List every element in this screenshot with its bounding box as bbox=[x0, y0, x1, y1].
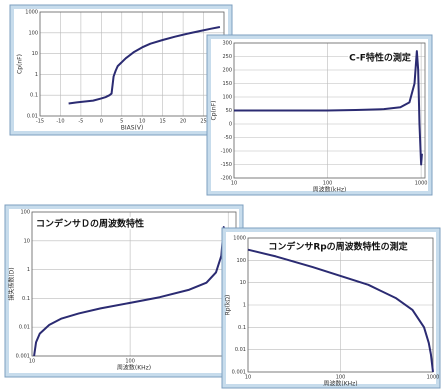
x-tick-label: 10 bbox=[29, 359, 35, 365]
chart-title: C-F特性の測定 bbox=[349, 52, 412, 64]
x-tick-label: 100 bbox=[323, 181, 333, 187]
y-tick-label: 0.01 bbox=[19, 325, 30, 331]
y-tick-label: 0.001 bbox=[232, 370, 246, 376]
x-tick-label: 20 bbox=[180, 119, 186, 125]
x-axis-label: BIAS(V) bbox=[121, 125, 144, 132]
y-axis-label: 損失係数(D) bbox=[8, 267, 16, 300]
y-tick-label: 250 bbox=[222, 54, 232, 60]
y-tick-label: 300 bbox=[222, 41, 232, 47]
y-tick-label: 100 bbox=[20, 210, 30, 216]
panel-inner bbox=[211, 39, 428, 191]
y-tick-label: 1000 bbox=[233, 236, 246, 242]
y-tick-label: -150 bbox=[221, 162, 232, 168]
y-axis-label: Cp(nF) bbox=[211, 101, 218, 121]
x-tick-label: 100 bbox=[125, 359, 135, 365]
y-tick-label: 0.1 bbox=[22, 296, 30, 302]
x-axis-label: 周波数(KHz) bbox=[117, 364, 151, 372]
panel-inner bbox=[14, 9, 228, 131]
panel-inner bbox=[226, 232, 436, 384]
chart-title: コンデンサＤの周波数特性 bbox=[36, 218, 144, 230]
chart-panel: 1010010000.0010.010.1110100周波数(KHz)損失係数(… bbox=[4, 204, 244, 378]
x-tick-label: -10 bbox=[56, 119, 64, 125]
x-tick-label: 1000 bbox=[415, 181, 428, 187]
plot-border bbox=[247, 237, 434, 373]
x-axis-label: 周波数(kHz) bbox=[313, 186, 347, 194]
y-tick-label: 0.1 bbox=[238, 325, 246, 331]
x-tick-label: 25 bbox=[200, 119, 206, 125]
x-tick-label: -15 bbox=[36, 119, 44, 125]
x-tick-label: 100 bbox=[336, 375, 346, 381]
y-tick-label: 0.001 bbox=[16, 354, 30, 360]
chart-panel: 10 100 1000 0.001 0.01 0.1 1 10 100 1000 周波数(KHz) R… bbox=[221, 227, 441, 389]
y-tick-label: 1 bbox=[35, 72, 38, 78]
chart-panel: 10 100 1000 -200 -150 -100 -50 0 50 100 150 200 250 3… bbox=[206, 34, 433, 196]
y-tick-label: 150 bbox=[222, 81, 232, 87]
y-tick-label: 0.1 bbox=[30, 93, 38, 99]
x-tick-label: 15 bbox=[159, 119, 165, 125]
y-tick-label: 10 bbox=[32, 51, 38, 57]
y-tick-label: 100 bbox=[28, 30, 38, 36]
y-tick-label: 100 bbox=[236, 258, 246, 264]
y-axis-label: Rp(kΩ) bbox=[225, 295, 232, 316]
y-tick-label: 0 bbox=[229, 122, 232, 128]
x-tick-label: 10 bbox=[231, 181, 237, 187]
y-tick-label: 10 bbox=[240, 280, 246, 286]
x-tick-label: 10 bbox=[139, 119, 145, 125]
y-tick-label: -50 bbox=[224, 135, 232, 141]
y-tick-label: -100 bbox=[221, 149, 232, 155]
x-axis-label: 周波数(KHz) bbox=[323, 380, 357, 388]
chart-panel: -15-10-50510152025300.010.11101001000BIA… bbox=[9, 4, 233, 136]
data-line bbox=[68, 26, 221, 105]
x-tick-label: 5 bbox=[120, 119, 123, 125]
chart-title: コンデンサRpの周波数特性の測定 bbox=[268, 241, 408, 253]
x-tick-label: -5 bbox=[78, 119, 83, 125]
y-tick-label: 200 bbox=[222, 68, 232, 74]
y-tick-label: 10 bbox=[24, 238, 30, 244]
y-tick-label: 1000 bbox=[25, 10, 38, 16]
y-tick-label: 100 bbox=[222, 95, 232, 101]
panel-inner bbox=[9, 209, 239, 373]
y-tick-label: 50 bbox=[226, 108, 232, 114]
y-tick-label: 1 bbox=[243, 303, 246, 309]
y-tick-label: 1 bbox=[27, 267, 30, 273]
y-tick-label: -200 bbox=[221, 176, 232, 182]
data-line bbox=[247, 248, 434, 373]
y-tick-label: 0.01 bbox=[235, 347, 246, 353]
data-line bbox=[234, 50, 423, 166]
x-tick-label: 10 bbox=[245, 375, 251, 381]
y-axis-label: Cp(nF) bbox=[17, 54, 24, 74]
y-tick-label: 0.01 bbox=[27, 114, 38, 120]
x-tick-label: 1000 bbox=[427, 375, 440, 381]
x-tick-label: 0 bbox=[100, 119, 103, 125]
